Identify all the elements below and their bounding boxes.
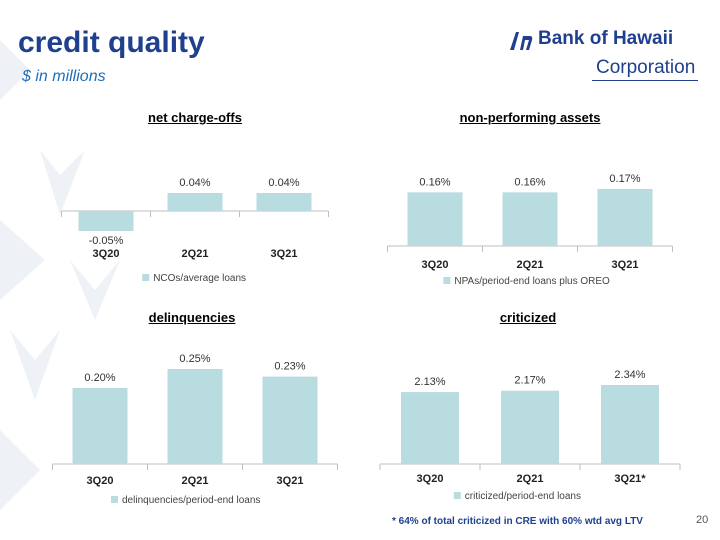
bar-2q21 xyxy=(501,390,559,464)
page-subtitle: $ in millions xyxy=(22,68,106,85)
chart-net-charge-offs: -0.05%3Q20 0.04% 2Q21 0.04% 3Q21 NCOs/average… xyxy=(61,177,329,284)
x-tick-label: 3Q20 xyxy=(87,475,114,487)
logo-underline xyxy=(592,80,698,81)
legend-swatch xyxy=(443,277,451,284)
chart-delinquencies: 0.20% 3Q20 0.25% 2Q21 0.23% 3Q21 delinquencies… xyxy=(52,353,338,506)
x-tick-label: 3Q21 xyxy=(277,475,304,487)
bar-3q21 xyxy=(256,193,312,211)
bank-logo: Bank of Hawaii Corporation xyxy=(508,28,698,81)
page-number: 20 xyxy=(696,514,709,526)
legend-label: delinquencies/period-end loans xyxy=(122,495,260,506)
x-tick-label: 3Q21 xyxy=(271,248,298,260)
bar-3q20 xyxy=(407,192,463,246)
logo-text: Bank of Hawaii xyxy=(538,28,674,49)
x-tick-label: 3Q20 xyxy=(417,473,444,485)
chart-criticized: 2.13% 3Q20 2.17% 2Q21 2.34% 3Q21* criticized/p… xyxy=(379,369,681,502)
bar-3q20 xyxy=(78,211,134,231)
bank-logo-mark-icon xyxy=(510,32,533,50)
background-star-decoration xyxy=(0,40,120,510)
data-label: 2.34% xyxy=(614,369,645,381)
legend-label: criticized/period-end loans xyxy=(465,491,581,502)
bar-3q21 xyxy=(597,189,653,246)
chart-title-non-performing-assets: non-performing assets xyxy=(459,110,601,125)
bar-3q21 xyxy=(262,376,318,464)
x-tick-label: 2Q21 xyxy=(182,475,209,487)
data-label: 0.16% xyxy=(419,176,450,188)
bar-2q21 xyxy=(502,192,558,246)
x-tick-label: 3Q21 xyxy=(612,259,639,271)
data-label: 0.23% xyxy=(274,361,305,373)
chart-title-criticized: criticized xyxy=(499,310,557,325)
legend-swatch xyxy=(142,274,150,281)
bar-2q21 xyxy=(167,193,223,211)
x-tick-label: 3Q20 xyxy=(422,259,449,271)
data-label: -0.05% xyxy=(89,235,124,247)
chart-title-net-charge-offs: net charge-offs xyxy=(148,110,242,125)
data-label: 0.20% xyxy=(84,372,115,384)
bar-2q21 xyxy=(167,369,223,464)
legend-label: NCOs/average loans xyxy=(153,273,246,284)
chart-title-delinquencies: delinquencies xyxy=(148,310,236,325)
x-tick-label: 2Q21 xyxy=(182,248,209,260)
bar-3q20 xyxy=(401,392,459,464)
legend-swatch xyxy=(453,492,461,499)
data-label: 0.04% xyxy=(179,177,210,189)
bar-3q20 xyxy=(72,388,128,464)
logo-subtext: Corporation xyxy=(596,57,696,78)
data-label: 0.17% xyxy=(609,173,640,185)
x-tick-label: 3Q21* xyxy=(614,473,646,485)
chart-non-performing-assets: 0.16% 3Q20 0.16% 2Q21 0.17% 3Q21NPAs/period-e… xyxy=(387,173,673,287)
page-title: credit quality xyxy=(18,26,205,59)
legend-label: NPAs/period-end loans plus OREO xyxy=(454,276,610,287)
footnote: * 64% of total criticized in CRE with 60… xyxy=(392,516,643,527)
x-tick-label: 3Q20 xyxy=(93,248,120,260)
data-label: 0.04% xyxy=(268,177,299,189)
x-tick-label: 2Q21 xyxy=(517,259,544,271)
legend-swatch xyxy=(111,496,118,503)
data-label: 0.25% xyxy=(179,353,210,365)
bar-3q21 xyxy=(601,385,659,464)
data-label: 2.17% xyxy=(514,375,545,387)
data-label: 0.16% xyxy=(514,176,545,188)
data-label: 2.13% xyxy=(414,376,445,388)
x-tick-label: 2Q21 xyxy=(517,473,544,485)
